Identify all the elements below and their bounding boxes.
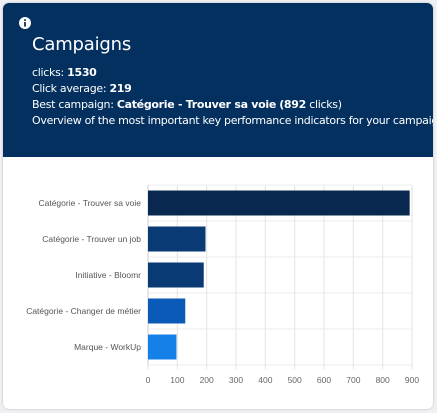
best-campaign-summary: Best campaign: Catégorie - Trouver sa vo… [32, 98, 342, 111]
chart-category-labels: Catégorie - Trouver sa voie Catégorie - T… [26, 198, 141, 352]
x-tick-label: 100 [170, 375, 184, 385]
category-label: Marque - WorkUp [74, 342, 141, 352]
click-average-value: 219 [109, 82, 132, 95]
bar [148, 262, 204, 288]
best-campaign-clicks: (892 clicks) [279, 98, 342, 111]
campaign-clicks-bar-chart: Catégorie - Trouver sa voie Catégorie - T… [26, 184, 420, 385]
best-campaign-name: Catégorie - Trouver sa voie [116, 98, 276, 111]
x-tick-label: 400 [258, 375, 272, 385]
chart-gridlines [147, 184, 413, 369]
x-tick-label: 500 [288, 375, 302, 385]
bar [148, 226, 206, 252]
x-tick-label: 700 [346, 375, 360, 385]
x-tick-label: 200 [200, 375, 214, 385]
category-label: Catégorie - Changer de métier [26, 306, 141, 316]
campaigns-header: Campaigns clicks: 1530 Click average: 21… [3, 3, 433, 157]
clicks-summary: clicks: 1530 [32, 66, 97, 79]
best-campaign-clicks-unit: clicks) [309, 98, 342, 111]
x-tick-label: 900 [405, 375, 419, 385]
best-campaign-label: Best campaign: [32, 98, 114, 111]
clicks-value: 1530 [67, 66, 97, 79]
bar [148, 298, 186, 324]
category-label: Catégorie - Trouver sa voie [38, 198, 141, 208]
campaigns-card: Campaigns clicks: 1530 Click average: 21… [3, 3, 433, 409]
bar [148, 190, 410, 216]
x-tick-label: 300 [229, 375, 243, 385]
x-tick-label: 0 [146, 375, 151, 385]
bar [148, 334, 177, 360]
widget-title: Campaigns [32, 34, 132, 55]
x-tick-label: 600 [317, 375, 331, 385]
category-label: Catégorie - Trouver un job [42, 234, 141, 244]
click-average-label: Click average: [32, 82, 107, 95]
best-campaign-clicks-value: (892 [279, 98, 306, 111]
chart-x-tick-labels: 0 100 200 300 400 500 600 700 800 900 [146, 375, 420, 385]
x-tick-label: 800 [376, 375, 390, 385]
info-icon[interactable] [19, 17, 31, 29]
clicks-label: clicks: [32, 66, 64, 79]
widget-description: Overview of the most important key perfo… [32, 114, 433, 127]
click-average-summary: Click average: 219 [32, 82, 132, 95]
chart-bars [148, 190, 410, 360]
category-label: Initiative - Bloomr [75, 270, 141, 280]
